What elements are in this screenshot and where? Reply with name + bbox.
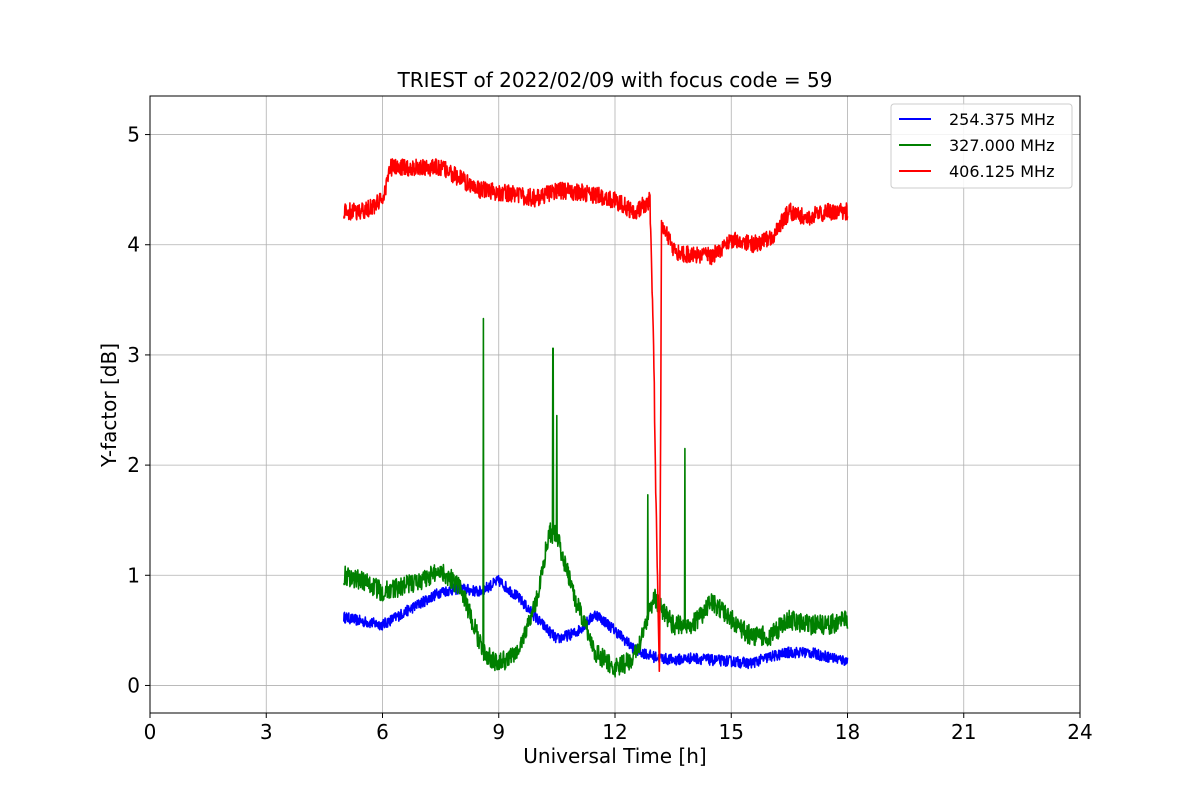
- legend-label: 406.125 MHz: [949, 162, 1054, 181]
- chart-title: TRIEST of 2022/02/09 with focus code = 5…: [397, 68, 833, 92]
- x-tick-label: 18: [835, 720, 860, 744]
- x-tick-label: 3: [260, 720, 273, 744]
- x-tick-label: 24: [1067, 720, 1092, 744]
- y-tick-label: 2: [127, 453, 140, 477]
- y-tick-label: 3: [127, 343, 140, 367]
- x-tick-label: 6: [376, 720, 389, 744]
- legend-label: 254.375 MHz: [949, 110, 1054, 129]
- series-line-2: [343, 317, 849, 678]
- x-tick-label: 21: [951, 720, 976, 744]
- legend: 254.375 MHz 327.000 MHz 406.125 MHz: [890, 103, 1073, 189]
- series-line-1: [343, 574, 849, 670]
- y-tick-label: 1: [127, 563, 140, 587]
- y-tick-label: 5: [127, 123, 140, 147]
- series-line-3: [343, 158, 849, 672]
- x-tick-label: 12: [602, 720, 627, 744]
- legend-label: 327.000 MHz: [949, 136, 1054, 155]
- y-tick-label: 4: [127, 233, 140, 257]
- x-tick-label: 9: [492, 720, 505, 744]
- series-group: [343, 158, 849, 678]
- x-tick-label: 15: [719, 720, 744, 744]
- x-axis-label: Universal Time [h]: [523, 744, 706, 768]
- legend-box: [890, 103, 1073, 189]
- x-tick-label: 0: [144, 720, 157, 744]
- y-tick-label: 0: [127, 673, 140, 697]
- y-axis-label: Y-factor [dB]: [97, 343, 121, 468]
